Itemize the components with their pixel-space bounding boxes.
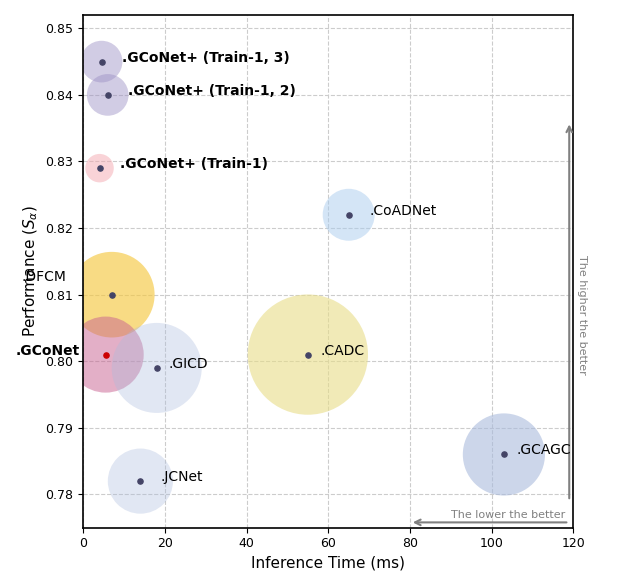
Point [499, 450, 509, 459]
X-axis label: Inference Time (ms): Inference Time (ms) [252, 556, 405, 571]
Point [152, 363, 162, 373]
Y-axis label: Performance ($S_{\alpha}$): Performance ($S_{\alpha}$) [22, 205, 40, 338]
Text: The lower the better: The lower the better [451, 510, 565, 520]
Text: .JCNet: .JCNet [161, 470, 204, 484]
Point [499, 450, 509, 459]
Point [100, 350, 111, 359]
Text: .GCoNet+ (Train-1): .GCoNet+ (Train-1) [120, 157, 268, 171]
Text: .GCoNet+ (Train-1, 2): .GCoNet+ (Train-1, 2) [128, 84, 296, 98]
Point [303, 350, 313, 359]
Point [100, 350, 111, 359]
Text: .CADC: .CADC [320, 343, 364, 357]
Point [102, 90, 113, 100]
Text: .DFCM: .DFCM [22, 270, 67, 284]
Point [95, 163, 105, 173]
Point [344, 210, 354, 219]
Point [135, 476, 145, 486]
Point [152, 363, 162, 373]
Text: .GICD: .GICD [169, 357, 209, 371]
Point [344, 210, 354, 219]
Text: .GCoNet: .GCoNet [16, 343, 80, 357]
Text: The higher the better: The higher the better [577, 255, 586, 374]
Point [303, 350, 313, 359]
Point [107, 290, 117, 299]
Point [97, 57, 107, 66]
Point [97, 57, 107, 66]
Point [102, 90, 113, 100]
Text: .GCAGC: .GCAGC [516, 444, 571, 458]
Text: .GCoNet+ (Train-1, 3): .GCoNet+ (Train-1, 3) [122, 50, 290, 64]
Point [135, 476, 145, 486]
Point [95, 163, 105, 173]
Point [107, 290, 117, 299]
Text: .CoADNet: .CoADNet [369, 204, 436, 218]
